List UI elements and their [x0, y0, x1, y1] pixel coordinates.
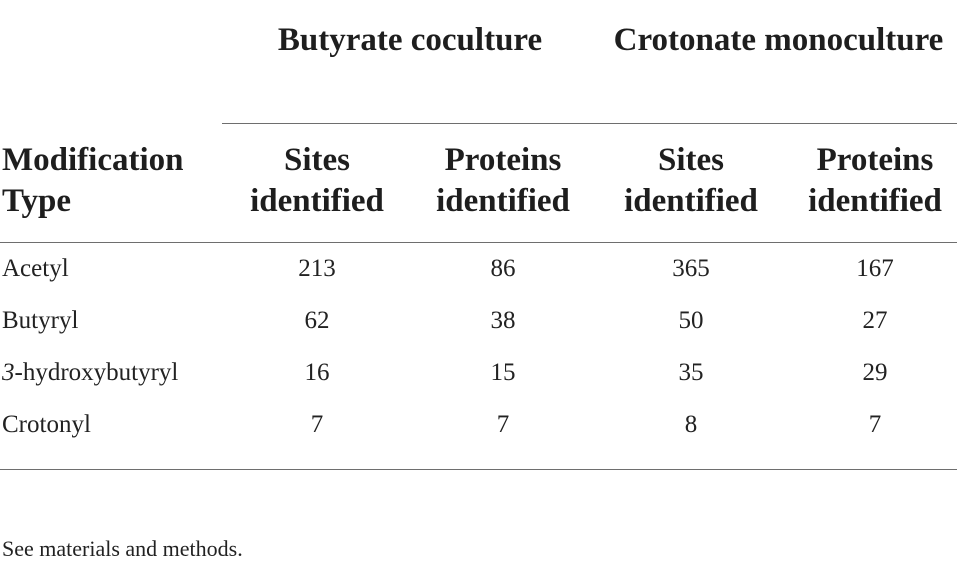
- table-cell: 167: [856, 255, 894, 282]
- table-cell: 7: [868, 411, 882, 438]
- group-header-crotonate-monoculture: Crotonate monoculture: [613, 22, 944, 58]
- row-label-crotonyl: Crotonyl: [2, 411, 91, 438]
- column-header-butyrate-sites: Sites identified: [250, 142, 384, 219]
- table-cell: 8: [684, 411, 698, 438]
- table-cell: 29: [862, 359, 888, 386]
- row-label-butyryl: Butyryl: [2, 307, 79, 334]
- row-label-3-hydroxybutyryl: 3-hydroxybutyryl: [2, 358, 178, 388]
- table-cell: 38: [490, 307, 516, 334]
- table-bottom-rule: [0, 469, 957, 470]
- row-label-italic-prefix: 3: [2, 359, 15, 386]
- table-cell: 27: [862, 307, 888, 334]
- table-cell: 35: [678, 359, 704, 386]
- row-label-rest: -hydroxybutyryl: [14, 359, 179, 386]
- group-header-divider: [222, 123, 957, 124]
- table-footnote: See materials and methods.: [2, 536, 243, 561]
- table-cell: 15: [490, 359, 516, 386]
- header-divider: [0, 242, 957, 243]
- table-cell: 7: [310, 411, 324, 438]
- table-cell: 62: [304, 307, 330, 334]
- table-cell: 7: [496, 411, 510, 438]
- column-header-crotonate-proteins: Proteins identified: [808, 142, 942, 219]
- table-cell: 50: [678, 307, 704, 334]
- table-cell: 86: [490, 255, 516, 282]
- table-cell: 16: [304, 359, 330, 386]
- table-cell: 213: [298, 255, 336, 282]
- row-label-acetyl: Acetyl: [2, 255, 69, 282]
- table-cell: 365: [672, 255, 710, 282]
- column-header-crotonate-sites: Sites identified: [624, 142, 758, 219]
- group-header-butyrate-coculture: Butyrate coculture: [277, 22, 543, 58]
- row-header-modification-type: Modification Type: [2, 142, 184, 219]
- column-header-butyrate-proteins: Proteins identified: [436, 142, 570, 219]
